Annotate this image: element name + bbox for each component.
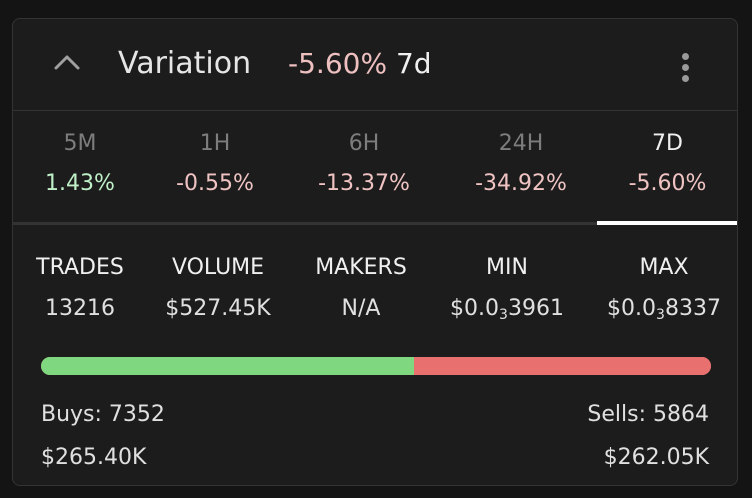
- buy-sell-ratio-bar: [41, 357, 711, 375]
- stat-label: VOLUME: [171, 255, 265, 280]
- tab-value: -13.37%: [318, 171, 410, 196]
- tab-value: 1.43%: [45, 171, 115, 196]
- tab-label: 7D: [652, 131, 683, 156]
- stat-label: MIN: [486, 255, 528, 280]
- variation-card: Variation -5.60% 7d 5M 1.43% 1H -0.55% 6…: [12, 18, 738, 486]
- stat-value: N/A: [341, 296, 381, 321]
- chevron-up-icon[interactable]: [53, 53, 81, 71]
- tab-7d[interactable]: 7D -5.60%: [597, 111, 737, 225]
- stat-label: TRADES: [36, 255, 124, 280]
- header-change-value: -5.60%: [288, 47, 388, 80]
- tab-label: 5M: [63, 131, 97, 156]
- stat-value-digits: 8337: [664, 296, 721, 321]
- stat-value-digits: 3961: [507, 296, 564, 321]
- stats-row: TRADES 13216 VOLUME $527.45K MAKERS N/A …: [13, 255, 737, 335]
- card-title: Variation: [118, 46, 252, 81]
- tab-24h[interactable]: 24H -34.92%: [445, 111, 597, 222]
- tab-value: -34.92%: [475, 171, 567, 196]
- tab-value: -0.55%: [176, 171, 254, 196]
- tab-5m[interactable]: 5M 1.43%: [13, 111, 147, 222]
- buys-amount: $265.40K: [41, 445, 147, 470]
- stat-value: $0.033961: [443, 296, 571, 323]
- stat-value-zero-count: 3: [656, 307, 665, 323]
- stat-value: $0.038337: [599, 296, 729, 323]
- more-vertical-icon[interactable]: [675, 53, 695, 82]
- card-header: Variation -5.60% 7d: [13, 19, 737, 111]
- tab-6h[interactable]: 6H -13.37%: [283, 111, 445, 222]
- tab-label: 24H: [498, 131, 544, 156]
- sells-amount: $262.05K: [603, 445, 709, 470]
- tab-label: 6H: [348, 131, 380, 156]
- header-change-period: 7d: [395, 47, 432, 80]
- stat-value-zero-count: 3: [499, 307, 508, 323]
- header-change: -5.60% 7d: [288, 47, 432, 80]
- tab-1h[interactable]: 1H -0.55%: [147, 111, 283, 222]
- stat-makers: MAKERS N/A: [301, 255, 421, 321]
- stat-value-prefix: $0.0: [450, 296, 500, 321]
- stat-value: $527.45K: [165, 296, 271, 321]
- stat-label: MAX: [639, 255, 689, 280]
- stat-value-prefix: $0.0: [607, 296, 657, 321]
- sell-portion: [413, 357, 711, 375]
- buys-count: Buys: 7352: [41, 402, 165, 427]
- stat-volume: VOLUME $527.45K: [153, 255, 283, 321]
- timeframe-tabs: 5M 1.43% 1H -0.55% 6H -13.37% 24H -34.92…: [13, 111, 737, 225]
- stat-max: MAX $0.038337: [599, 255, 729, 323]
- buy-portion: [41, 357, 414, 375]
- stat-trades: TRADES 13216: [23, 255, 137, 321]
- sells-count: Sells: 5864: [587, 402, 709, 427]
- stat-label: MAKERS: [315, 255, 407, 280]
- active-tab-indicator: [597, 221, 737, 225]
- stat-value: 13216: [45, 296, 115, 321]
- stat-min: MIN $0.033961: [443, 255, 571, 323]
- tab-label: 1H: [199, 131, 231, 156]
- tab-value: -5.60%: [628, 171, 707, 196]
